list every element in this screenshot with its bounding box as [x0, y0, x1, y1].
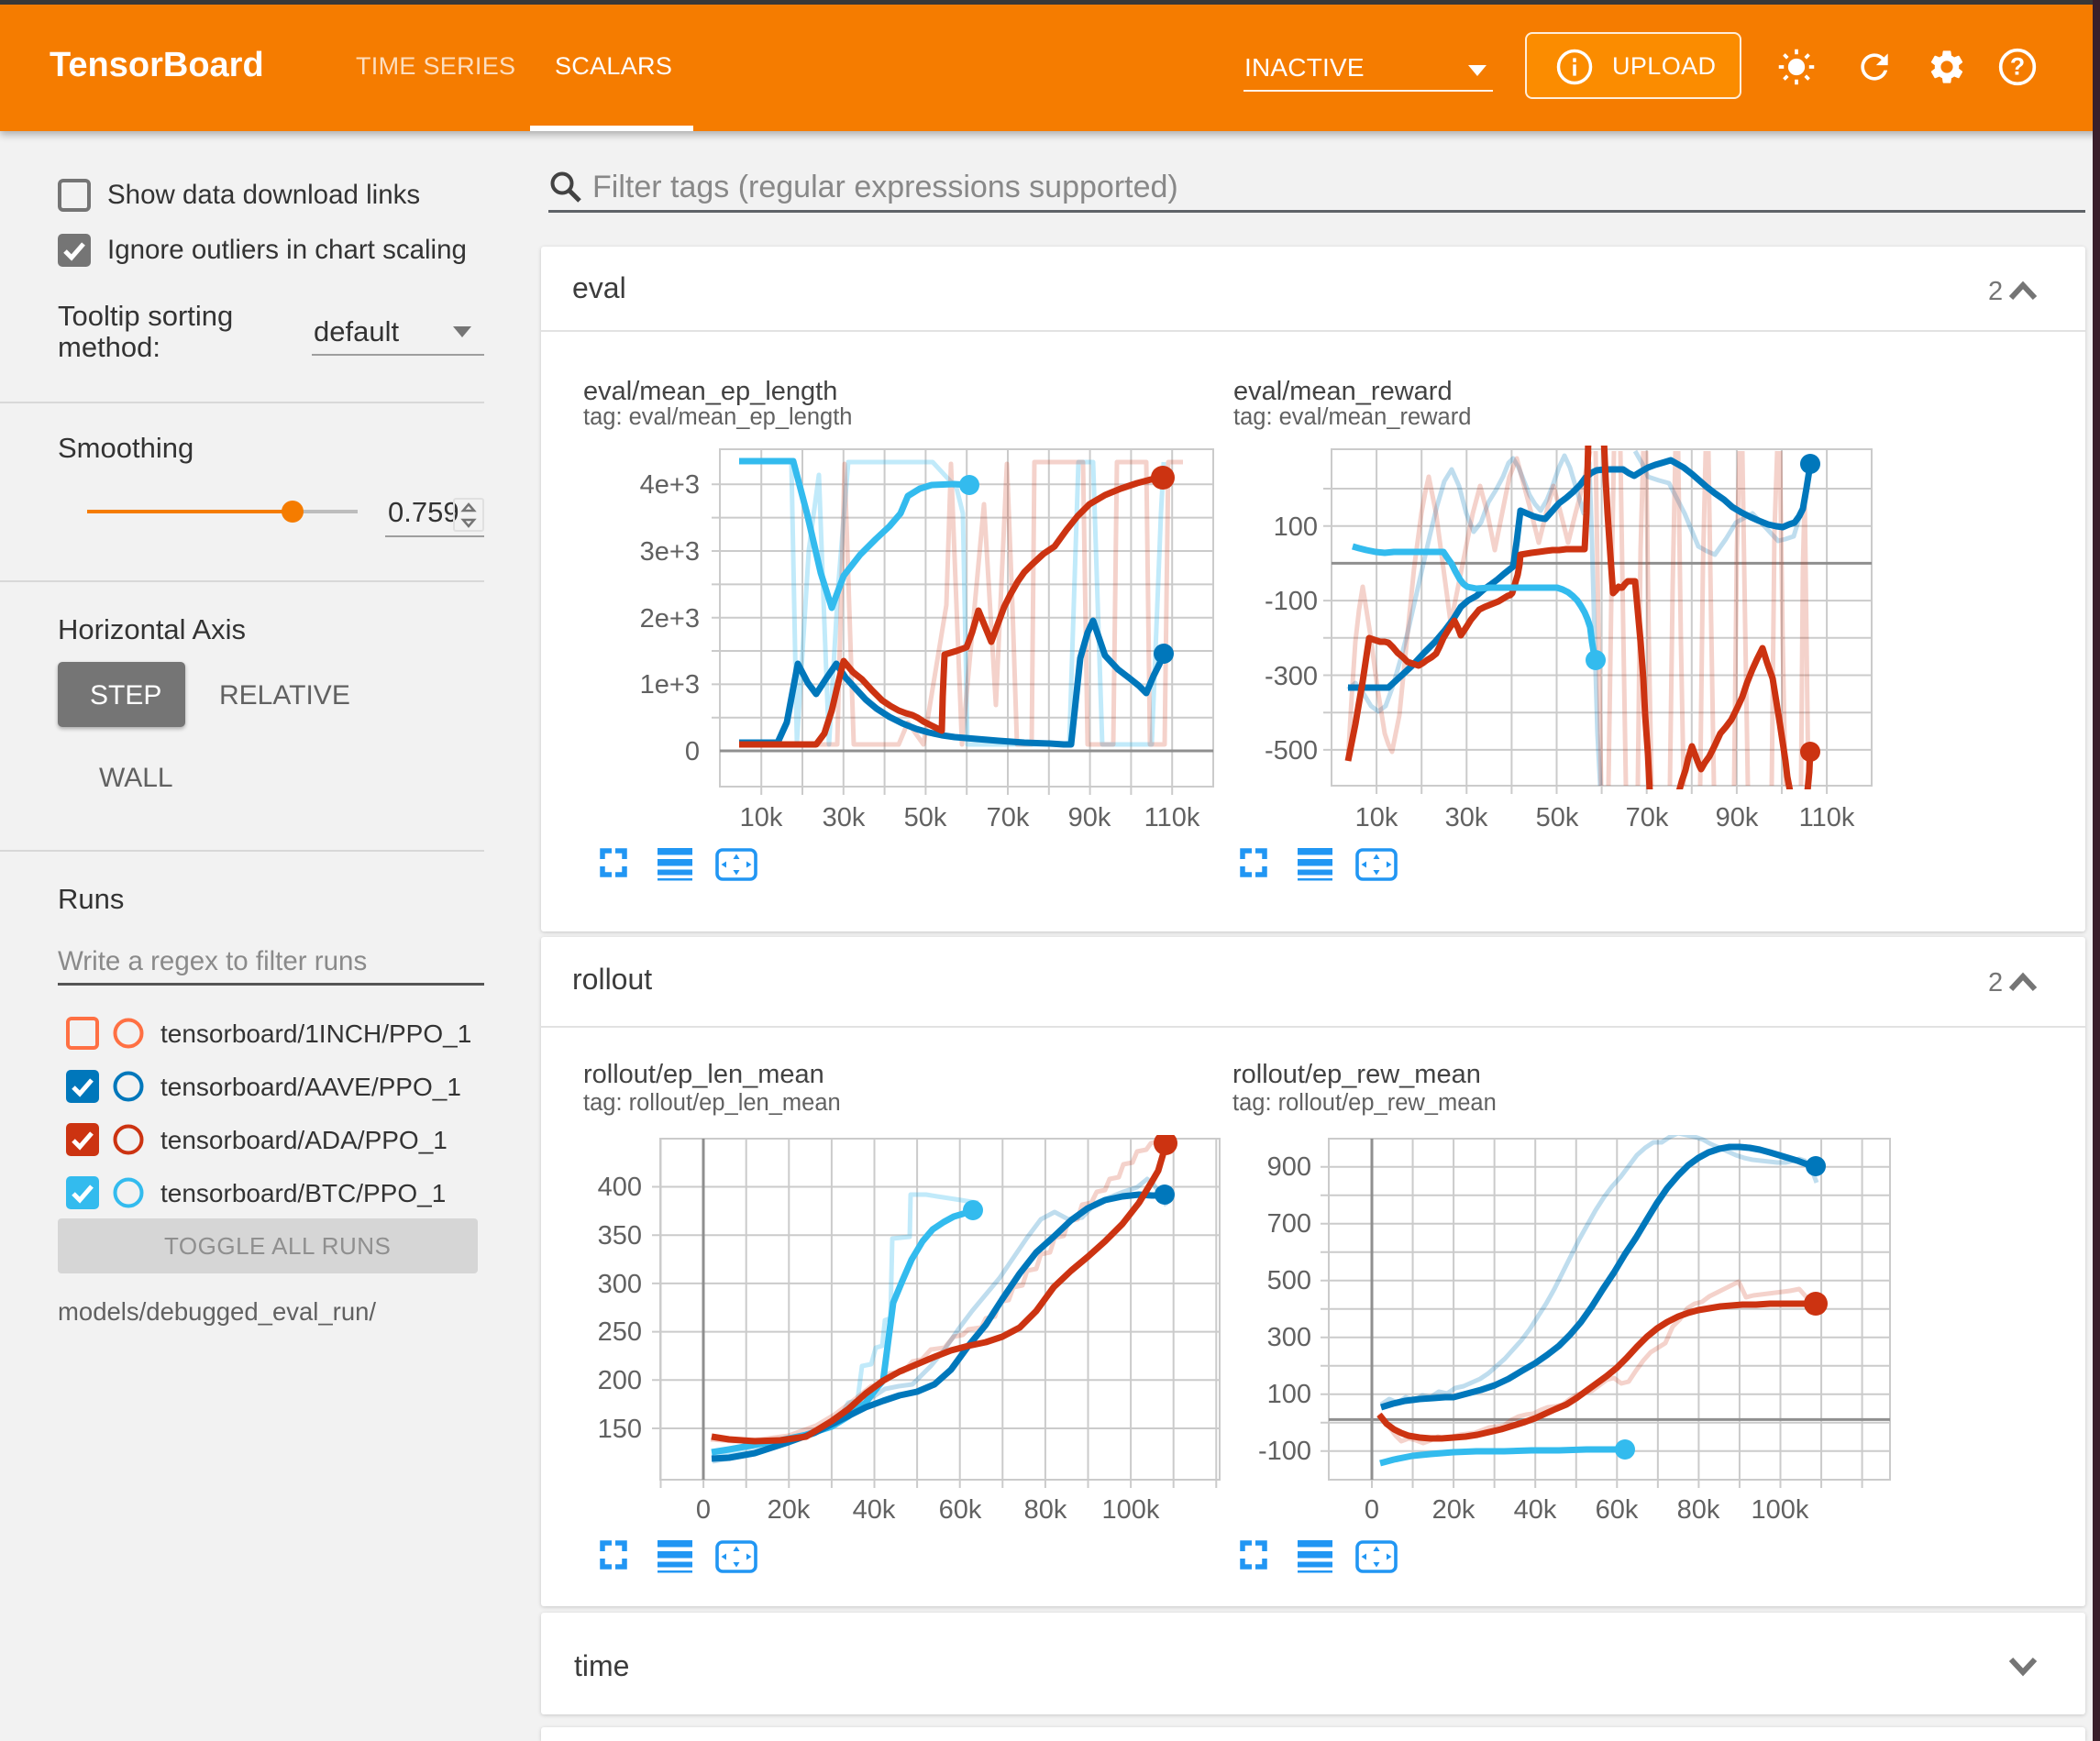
svg-text:90k: 90k [1716, 803, 1759, 832]
svg-text:10k: 10k [740, 803, 783, 832]
svg-text:350: 350 [598, 1221, 642, 1251]
svg-text:50k: 50k [1536, 803, 1579, 832]
svg-text:100: 100 [1274, 512, 1318, 542]
svg-text:2e+3: 2e+3 [640, 604, 700, 634]
svg-text:?: ? [2010, 52, 2025, 80]
svg-text:-100: -100 [1265, 587, 1318, 616]
svg-text:70k: 70k [987, 803, 1030, 832]
svg-text:90k: 90k [1068, 803, 1111, 832]
svg-text:60k: 60k [1596, 1495, 1639, 1525]
svg-text:100k: 100k [1102, 1495, 1160, 1525]
svg-text:3e+3: 3e+3 [640, 537, 700, 567]
svg-text:300: 300 [598, 1270, 642, 1299]
svg-text:40k: 40k [853, 1495, 896, 1525]
svg-text:80k: 80k [1677, 1495, 1720, 1525]
svg-text:400: 400 [598, 1173, 642, 1202]
svg-text:30k: 30k [1445, 803, 1488, 832]
svg-text:250: 250 [598, 1317, 642, 1347]
svg-text:60k: 60k [939, 1495, 982, 1525]
svg-text:30k: 30k [823, 803, 866, 832]
svg-text:4e+3: 4e+3 [640, 470, 700, 500]
svg-text:300: 300 [1267, 1323, 1311, 1352]
svg-text:700: 700 [1267, 1209, 1311, 1239]
svg-text:150: 150 [598, 1415, 642, 1444]
svg-text:0: 0 [696, 1495, 711, 1525]
svg-text:100k: 100k [1752, 1495, 1809, 1525]
svg-text:110k: 110k [1144, 803, 1200, 832]
svg-text:1e+3: 1e+3 [640, 670, 700, 700]
svg-text:20k: 20k [768, 1495, 811, 1525]
svg-text:-300: -300 [1265, 662, 1318, 691]
svg-text:50k: 50k [904, 803, 947, 832]
svg-text:10k: 10k [1355, 803, 1398, 832]
svg-text:20k: 20k [1432, 1495, 1476, 1525]
svg-text:200: 200 [598, 1366, 642, 1395]
svg-text:80k: 80k [1024, 1495, 1067, 1525]
svg-text:110k: 110k [1799, 803, 1855, 832]
svg-text:70k: 70k [1626, 803, 1669, 832]
svg-text:0: 0 [1365, 1495, 1379, 1525]
svg-text:100: 100 [1267, 1380, 1311, 1409]
svg-text:900: 900 [1267, 1152, 1311, 1182]
svg-text:-100: -100 [1258, 1437, 1311, 1466]
svg-text:500: 500 [1267, 1266, 1311, 1295]
svg-text:0: 0 [685, 737, 700, 766]
svg-text:-500: -500 [1265, 736, 1318, 766]
svg-text:40k: 40k [1514, 1495, 1557, 1525]
